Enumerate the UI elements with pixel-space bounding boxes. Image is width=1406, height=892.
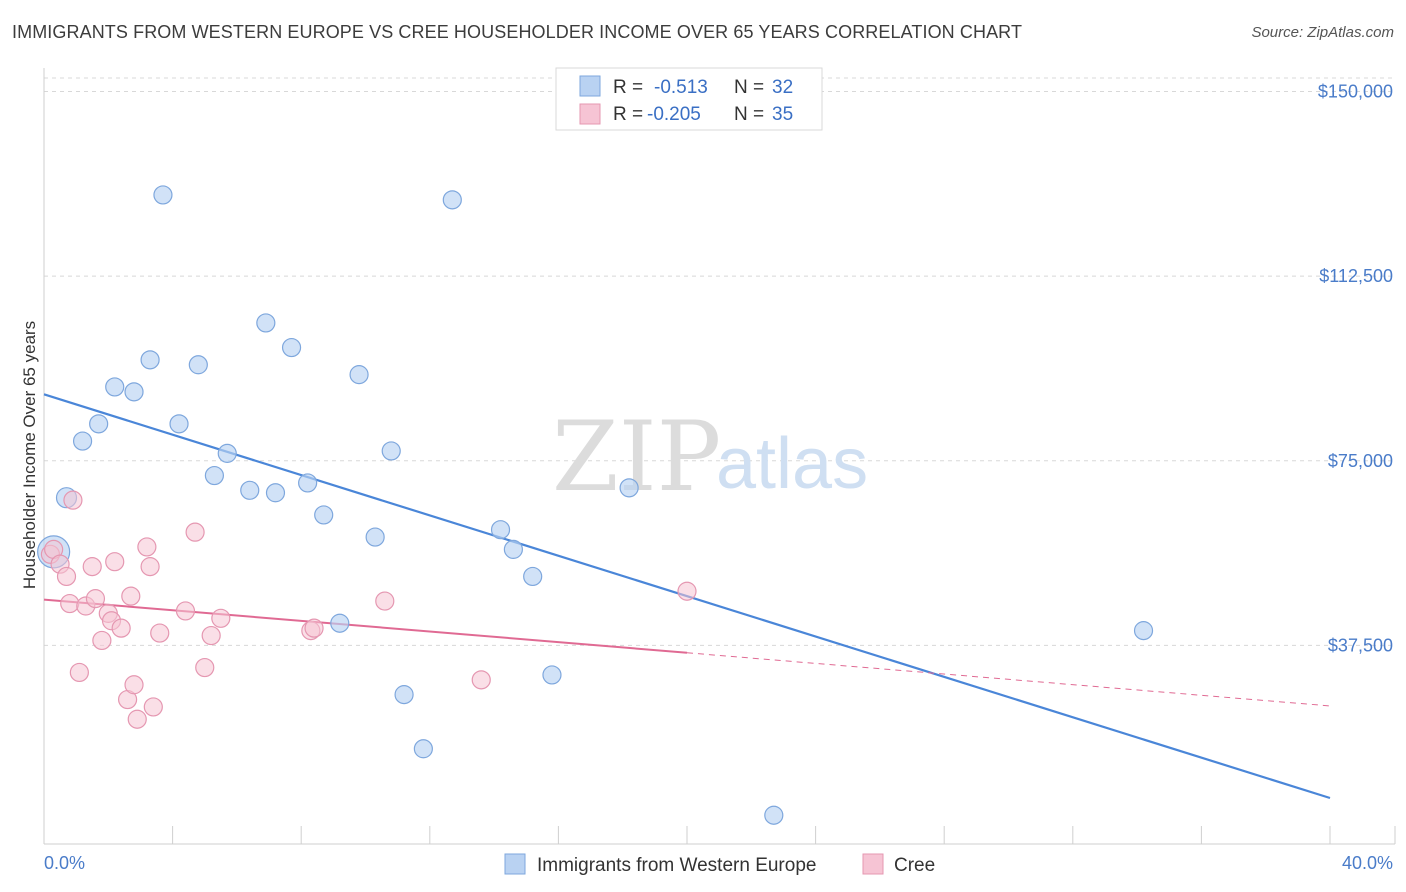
data-point-western-europe: [217, 443, 237, 463]
chart-title: IMMIGRANTS FROM WESTERN EUROPE VS CREE H…: [12, 22, 1023, 42]
data-point-western-europe: [490, 520, 511, 540]
trend-line-cree: [43, 598, 688, 654]
data-point-western-europe: [105, 377, 125, 397]
y-axis-label: Householder Income Over 65 years: [20, 321, 39, 589]
data-point-western-europe: [169, 414, 189, 434]
grid-lines: [44, 77, 1395, 646]
data-point-western-europe: [265, 483, 286, 503]
legend-n-label-2: N =: [734, 104, 764, 125]
data-point-western-europe: [188, 355, 208, 375]
legend-label-cree: Cree: [894, 855, 935, 876]
data-point-western-europe: [89, 414, 109, 434]
x-tick-label-min: 0.0%: [44, 853, 85, 873]
trend-extension-cree: [686, 652, 1331, 707]
data-point-western-europe: [619, 478, 639, 498]
data-point-western-europe: [256, 313, 276, 333]
y-tick-label: $37,500: [1328, 635, 1393, 655]
data-point-western-europe: [523, 566, 543, 587]
data-point-cree: [140, 557, 160, 577]
watermark: ZIP atlas: [552, 401, 868, 513]
stats-legend: R = -0.513 N = 32 R = -0.205 N = 35: [555, 67, 823, 131]
data-point-cree: [175, 601, 196, 621]
data-point-western-europe: [204, 465, 224, 486]
data-point-cree: [143, 697, 163, 717]
data-point-cree: [677, 581, 697, 601]
data-point-western-europe: [764, 805, 784, 825]
data-point-western-europe: [542, 665, 562, 685]
x-tick-label-max: 40.0%: [1342, 853, 1393, 873]
data-point-cree: [85, 589, 106, 609]
data-point-cree: [111, 618, 131, 638]
data-point-western-europe: [381, 441, 401, 461]
data-point-cree: [69, 662, 89, 683]
data-point-cree: [304, 618, 324, 638]
axes: [43, 68, 1396, 845]
legend-n-value-1: 32: [772, 77, 793, 98]
data-point-cree: [137, 537, 157, 557]
y-tick-labels: $37,500 $75,000 $112,500 $150,000: [1318, 82, 1393, 656]
data-point-cree: [92, 630, 112, 651]
data-point-western-europe: [314, 505, 334, 525]
legend-r-label-1: R =: [613, 77, 643, 98]
data-point-cree: [124, 675, 144, 695]
data-point-western-europe: [365, 527, 385, 547]
data-points: [37, 185, 1154, 825]
source-label: Source: ZipAtlas.com: [1251, 24, 1394, 41]
data-point-cree: [471, 670, 491, 690]
legend-r-value-2: -0.205: [647, 104, 701, 125]
data-point-western-europe: [442, 190, 462, 210]
legend-swatch-cree: [862, 853, 884, 875]
legend-r-label-2: R =: [613, 104, 643, 125]
legend-r-value-1: -0.513: [654, 77, 708, 98]
data-point-cree: [105, 552, 125, 572]
data-point-western-europe: [72, 431, 93, 451]
data-point-cree: [150, 623, 170, 643]
data-point-cree: [63, 490, 83, 510]
y-tick-label: $112,500: [1319, 266, 1393, 286]
data-point-cree: [60, 593, 80, 614]
data-point-cree: [201, 625, 221, 646]
data-point-western-europe: [413, 739, 433, 759]
watermark-zip: ZIP: [552, 401, 721, 513]
legend-swatch-western-europe: [504, 853, 526, 875]
data-point-western-europe: [503, 539, 523, 559]
data-point-cree: [375, 591, 395, 611]
data-point-western-europe: [330, 613, 350, 633]
data-point-western-europe: [349, 365, 369, 385]
x-tick-labels: 0.0% 40.0%: [44, 853, 1393, 873]
data-point-western-europe: [140, 350, 160, 370]
legend-n-value-2: 35: [772, 104, 793, 125]
data-point-western-europe: [153, 185, 173, 205]
data-point-western-europe: [124, 382, 144, 402]
legend-swatch-pink: [579, 103, 601, 125]
y-tick-label: $150,000: [1318, 82, 1393, 102]
data-point-cree: [127, 709, 147, 729]
y-tick-label: $75,000: [1328, 451, 1393, 471]
data-point-cree: [82, 557, 102, 577]
data-point-western-europe: [281, 337, 302, 358]
legend-label-western-europe: Immigrants from Western Europe: [537, 855, 816, 876]
data-point-western-europe: [394, 685, 414, 705]
data-point-cree: [121, 586, 141, 606]
data-point-cree: [185, 522, 205, 542]
series-legend: Immigrants from Western Europe Cree: [504, 853, 935, 876]
data-point-western-europe: [298, 473, 318, 493]
data-point-cree: [211, 608, 231, 628]
legend-swatch-blue: [579, 75, 601, 97]
data-point-cree: [195, 657, 215, 678]
watermark-atlas: atlas: [716, 424, 868, 504]
data-point-cree: [56, 566, 77, 587]
legend-n-label-1: N =: [734, 77, 764, 98]
data-point-western-europe: [240, 480, 260, 500]
data-point-western-europe: [1133, 621, 1154, 641]
